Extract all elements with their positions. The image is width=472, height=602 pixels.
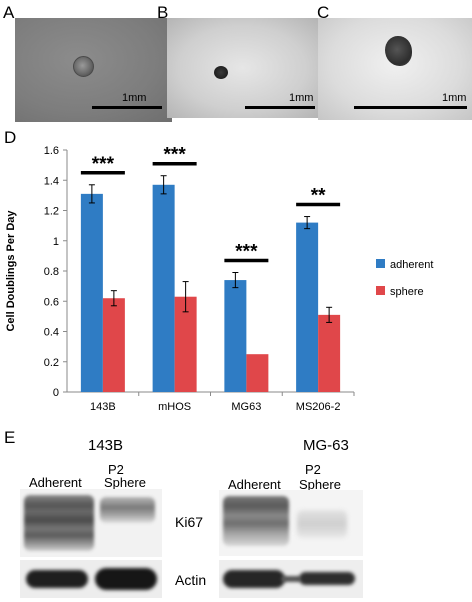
legend-label-sphere: sphere [390,286,424,298]
bar-sphere-MS206-2 [318,314,341,392]
x-tick-label: MS206-2 [296,401,341,413]
significance-stars: ** [311,186,326,207]
y-tick-label: 0.8 [44,266,59,278]
band-sphere [95,568,157,590]
y-tick-label: 1.6 [44,145,59,157]
y-axis-label: Cell Doublings Per Day [5,210,17,332]
band-sphere [297,510,347,538]
bar-adherent-MS206-2 [296,222,319,392]
panel-letter-c: C [317,3,330,22]
y-tick-label: 1 [53,236,59,248]
band-adherent [26,570,88,588]
legend-swatch-adherent [376,259,385,268]
bar-adherent-mHOS [152,184,175,392]
lane-label-sphere-mg63: Sphere [299,477,341,492]
cell-sphere-small [73,56,94,77]
bar-adherent-MG63 [224,280,247,392]
significance-stars: *** [92,154,115,175]
significance-stars: *** [235,242,258,263]
band-adherent [223,496,289,546]
significance-stars: *** [164,145,187,166]
scale-label: 1mm [289,92,314,104]
band-sphere [299,572,355,585]
blot-title-143b: 143B [88,437,124,454]
lane-label-p2-mg63: P2 [305,462,321,477]
y-tick-label: 0.4 [44,327,59,339]
legend-swatch-sphere [376,286,385,295]
cell-sphere-dark [214,66,228,79]
x-tick-label: mHOS [158,401,191,413]
panel-letter-a: A [3,3,15,22]
y-tick-label: 0 [53,387,59,399]
lane-label-adherent-mg63: Adherent [228,477,281,492]
lane-label-sphere-143b: Sphere [104,475,146,490]
micrograph-a: 1mm [15,18,172,122]
lane-label-adherent-143b: Adherent [29,475,82,490]
blot-actin-143b [20,560,162,598]
lane-label-p2-143b: P2 [108,462,124,477]
blot-ki67-mg63 [219,490,363,556]
y-tick-label: 1.4 [44,175,59,187]
legend-label-adherent: adherent [390,259,433,271]
x-tick-label: 143B [90,401,116,413]
blot-title-mg63: MG-63 [303,437,349,454]
bar-adherent-143B [80,193,103,392]
panel-letter-e: E [4,428,16,447]
y-tick-label: 1.2 [44,206,59,218]
scale-bar [92,106,162,109]
band-sphere [100,497,155,523]
y-tick-label: 0.6 [44,296,59,308]
x-tick-label: MG63 [231,401,261,413]
marker-label-actin: Actin [175,572,207,588]
marker-label-ki67: Ki67 [175,514,204,530]
y-tick-label: 0.2 [44,357,59,369]
scale-bar [354,106,467,109]
micrograph-c: 1mm [318,18,472,120]
bar-sphere-143B [102,298,125,392]
band-adherent [24,495,94,551]
micrograph-b: 1mm [167,18,318,118]
scale-bar [245,106,315,109]
bar-sphere-mHOS [174,296,197,392]
band-adherent [223,570,285,588]
cell-sphere-large [385,36,412,66]
blot-ki67-143b [20,489,162,557]
blot-actin-mg63 [219,560,363,598]
scale-label: 1mm [122,92,147,104]
scale-label: 1mm [442,92,467,104]
doubling-rate-bar-chart: 0 0.2 0.4 0.6 0.8 1 1.2 1.4 1.6 Cell Doublings Pe… [5,145,433,413]
panel-letter-d: D [4,128,17,147]
panel-letter-b: B [157,3,169,22]
bar-sphere-MG63 [246,354,269,392]
band-smear [281,576,301,582]
